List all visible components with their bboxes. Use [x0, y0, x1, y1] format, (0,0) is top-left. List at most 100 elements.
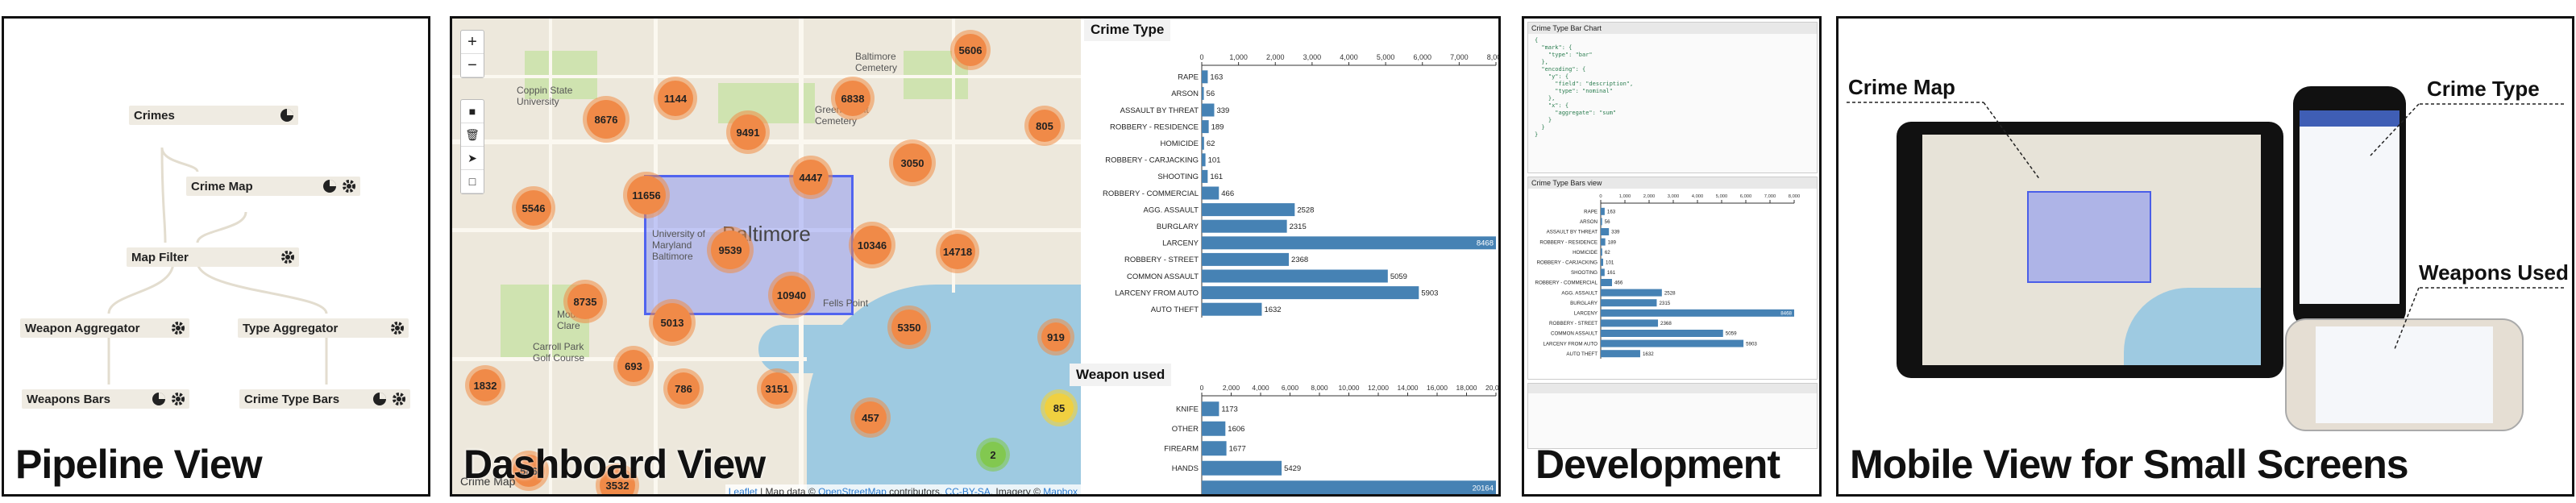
- node-crime-type-bars-label: Crime Type Bars: [244, 392, 340, 406]
- zoom-in-button[interactable]: +: [461, 31, 484, 54]
- node-weapon-aggregator[interactable]: Weapon Aggregator: [20, 318, 189, 338]
- map-cluster-marker[interactable]: 85: [1041, 389, 1078, 426]
- map-cluster-marker[interactable]: 586: [509, 451, 549, 491]
- tablet-screen[interactable]: [1922, 135, 2261, 365]
- category-label: LARCENY: [1162, 239, 1199, 248]
- map-cluster-marker[interactable]: 786: [663, 368, 704, 409]
- phone-landscape-screen[interactable]: [2316, 326, 2493, 423]
- gear-icon[interactable]: [170, 391, 186, 407]
- weapon-bar-chart: 0 2,000 4,000 6,000 8,000 10,000 12,000 14,000 1…: [1164, 384, 1500, 494]
- category-label: ROBBERY - COMMERCIAL: [1103, 189, 1199, 198]
- category-label: AGG. ASSAULT: [1144, 206, 1199, 214]
- category-label: RAPE: [1178, 73, 1199, 82]
- mapbox-link[interactable]: Mapbox: [1043, 486, 1078, 497]
- node-crimes[interactable]: Crimes: [129, 106, 298, 125]
- tablet-selection: [2027, 191, 2151, 283]
- osm-link[interactable]: OpenStreetMap: [818, 486, 887, 497]
- category-label: SHOOTING: [1157, 173, 1199, 181]
- bar: [1202, 480, 1496, 494]
- map-cluster-marker[interactable]: 9491: [726, 110, 770, 154]
- map-cluster-marker[interactable]: 919: [1037, 318, 1074, 355]
- map-cluster-count: 2: [980, 442, 1006, 468]
- phone-landscape-device: [2285, 318, 2524, 431]
- x-tick-label: 0: [1200, 384, 1204, 392]
- map-cluster-count: 10940: [772, 276, 811, 314]
- spec-editor[interactable]: Crime Type Bar Chart { "mark": { "type":…: [1527, 22, 1818, 173]
- bar: [1202, 86, 1204, 100]
- code-line: "y": {: [1535, 73, 1569, 80]
- map-cluster-marker[interactable]: 4447: [789, 156, 833, 199]
- x-tick-label: 12,000: [1368, 384, 1389, 392]
- map-cluster-marker[interactable]: 3151: [757, 368, 797, 409]
- leaflet-link[interactable]: Leaflet: [728, 486, 758, 497]
- map-cluster-marker[interactable]: 14718: [936, 230, 979, 273]
- mobile-view-panel: Crime Map Crime Type Weapons Used Mobile…: [1836, 16, 2574, 497]
- map-cluster-marker[interactable]: 5546: [512, 186, 555, 230]
- map-cluster-marker[interactable]: 693: [613, 346, 654, 386]
- bar-value-label: 20164: [1473, 484, 1494, 493]
- map-cluster-marker[interactable]: 5606: [950, 30, 991, 70]
- code-area[interactable]: { "mark": { "type": "bar" }, "encoding":…: [1528, 34, 1817, 142]
- map-cluster-count: 1144: [658, 81, 693, 116]
- map-cluster-marker[interactable]: 10346: [849, 222, 895, 268]
- map-cluster-marker[interactable]: 8676: [583, 96, 629, 143]
- crime-map[interactable]: Baltimore Coppin State University Greenm…: [452, 19, 1081, 497]
- draw-toolbar: ■ 🗑 ➤ □: [460, 99, 484, 194]
- node-crime-type-bars[interactable]: Crime Type Bars: [239, 389, 410, 409]
- pie-icon[interactable]: [151, 391, 167, 407]
- map-cluster-marker[interactable]: 9539: [707, 227, 754, 273]
- pie-icon[interactable]: [372, 391, 388, 407]
- map-cluster-marker[interactable]: 1832: [465, 365, 505, 405]
- road: [654, 19, 658, 494]
- pie-icon[interactable]: [279, 107, 295, 123]
- node-type-aggregator[interactable]: Type Aggregator: [238, 318, 409, 338]
- node-weapons-bars[interactable]: Weapons Bars: [22, 389, 189, 409]
- category-label: ROBBERY - RESIDENCE: [1110, 123, 1199, 131]
- node-map-filter[interactable]: Map Filter: [127, 247, 299, 267]
- gear-icon[interactable]: [391, 391, 407, 407]
- rectangle-select-button[interactable]: □: [461, 170, 484, 193]
- bar: [1202, 169, 1208, 183]
- wire-crimemap-mapfilter: [196, 211, 247, 243]
- pie-icon[interactable]: [322, 178, 338, 194]
- x-tick-label: 0: [1199, 53, 1203, 61]
- bar-value-label: 62: [1605, 250, 1610, 256]
- gear-icon[interactable]: [341, 178, 357, 194]
- map-cluster-marker[interactable]: 10940: [768, 272, 815, 318]
- map-cluster-marker[interactable]: 6838: [831, 77, 875, 120]
- zoom-out-button[interactable]: −: [461, 54, 484, 77]
- category-label: RAPE: [1584, 209, 1598, 214]
- map-cluster-marker[interactable]: 5350: [887, 306, 931, 349]
- wire-filter-weaponagg: [107, 261, 175, 314]
- gear-icon[interactable]: [280, 249, 296, 265]
- map-cluster-marker[interactable]: 3532: [596, 464, 639, 494]
- map-cluster-count: 6838: [835, 81, 870, 116]
- map-cluster-marker[interactable]: 805: [1024, 106, 1065, 146]
- code-line: "mark": {: [1535, 44, 1573, 51]
- map-cluster-marker[interactable]: 11656: [623, 172, 670, 218]
- x-tick-label: 20,000: [1485, 384, 1500, 392]
- map-cluster-marker[interactable]: 3050: [889, 139, 936, 186]
- map-cluster-marker[interactable]: 2: [976, 438, 1010, 472]
- delete-icon[interactable]: 🗑: [461, 123, 484, 147]
- map-cluster-marker[interactable]: 8735: [563, 280, 607, 323]
- bar-value-label: 5059: [1390, 272, 1407, 281]
- map-cluster-marker[interactable]: 1144: [654, 77, 697, 120]
- bar: [1601, 299, 1657, 307]
- bar-value-label: 189: [1211, 123, 1224, 131]
- draw-square-button[interactable]: ■: [461, 100, 484, 123]
- bar-value-label: 1606: [1228, 425, 1244, 434]
- map-cluster-marker[interactable]: 5013: [649, 299, 696, 346]
- crime-type-chart-title: Crime Type: [1084, 19, 1171, 41]
- map-cluster-count: 8735: [567, 284, 603, 319]
- cc-link[interactable]: CC-BY-SA: [945, 486, 991, 497]
- category-label: ROBBERY - CARJACKING: [1105, 156, 1199, 165]
- node-crime-map[interactable]: Crime Map: [186, 177, 360, 196]
- wire-crimes-crimemap: [160, 147, 199, 173]
- category-label: ROBBERY - COMMERCIAL: [1535, 281, 1598, 286]
- bar: [1601, 228, 1610, 235]
- map-cluster-marker[interactable]: 457: [850, 397, 891, 438]
- locate-icon[interactable]: ➤: [461, 147, 484, 170]
- gear-icon[interactable]: [389, 320, 405, 336]
- gear-icon[interactable]: [170, 320, 186, 336]
